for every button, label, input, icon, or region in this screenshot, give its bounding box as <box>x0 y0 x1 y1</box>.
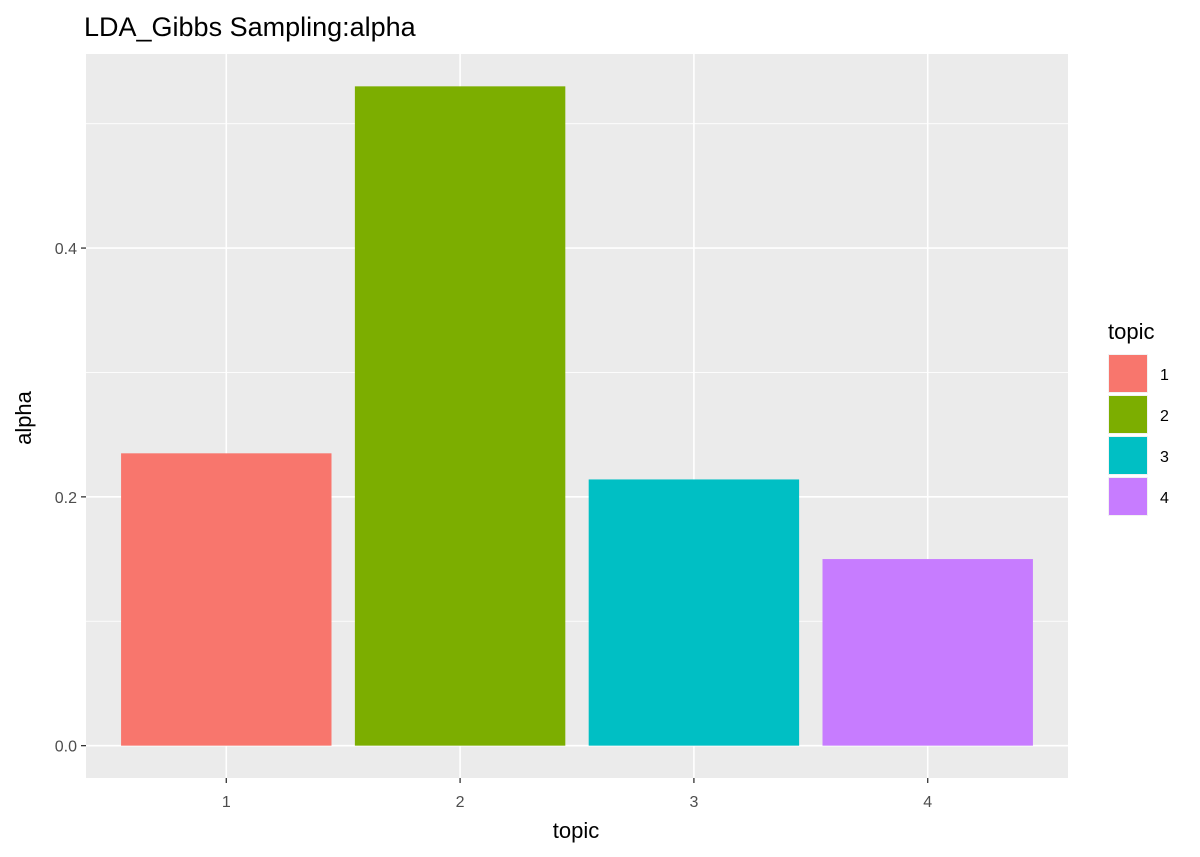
legend-label-2: 2 <box>1160 408 1169 425</box>
legend: topic 1 2 3 4 <box>1108 319 1169 516</box>
legend-keys: 1 2 3 4 <box>1108 354 1169 516</box>
x-tick-label: 2 <box>456 794 465 811</box>
x-tick-label: 4 <box>923 794 932 811</box>
bar-topic-3 <box>588 479 800 746</box>
y-tick-label: 0.2 <box>55 490 77 507</box>
legend-swatch-2 <box>1109 396 1147 433</box>
legend-swatch-1 <box>1109 355 1147 392</box>
legend-swatch-4 <box>1109 478 1147 515</box>
legend-label-1: 1 <box>1160 367 1169 384</box>
y-tick-label: 0.0 <box>55 739 77 756</box>
x-tick-label: 3 <box>689 794 698 811</box>
y-axis: 0.0 0.2 0.4 <box>55 241 86 756</box>
bars <box>121 86 1033 746</box>
x-axis: 1 2 3 4 <box>222 778 932 811</box>
chart-title: LDA_Gibbs Sampling:alpha <box>84 12 417 42</box>
legend-swatch-3 <box>1109 437 1147 474</box>
legend-label-4: 4 <box>1160 490 1169 507</box>
bar-topic-1 <box>121 453 332 746</box>
x-tick-label: 1 <box>222 794 231 811</box>
y-tick-label: 0.4 <box>55 241 77 258</box>
legend-label-3: 3 <box>1160 449 1169 466</box>
y-axis-title: alpha <box>11 390 36 445</box>
bar-topic-4 <box>822 559 1033 746</box>
legend-title: topic <box>1108 319 1154 344</box>
bar-topic-2 <box>354 86 566 746</box>
x-axis-title: topic <box>553 818 599 843</box>
